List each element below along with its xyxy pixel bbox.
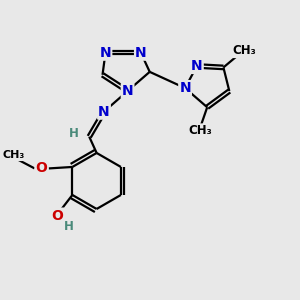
Text: O: O	[52, 208, 64, 223]
Text: N: N	[135, 46, 147, 60]
Text: CH₃: CH₃	[188, 124, 212, 137]
Text: N: N	[179, 81, 191, 95]
Text: O: O	[35, 161, 47, 176]
Text: N: N	[122, 84, 134, 98]
Text: H: H	[69, 127, 79, 140]
Text: N: N	[191, 59, 203, 73]
Text: H: H	[64, 220, 74, 233]
Text: N: N	[100, 46, 111, 60]
Text: CH₃: CH₃	[233, 44, 256, 57]
Text: N: N	[98, 105, 110, 119]
Text: CH₃: CH₃	[3, 150, 25, 160]
